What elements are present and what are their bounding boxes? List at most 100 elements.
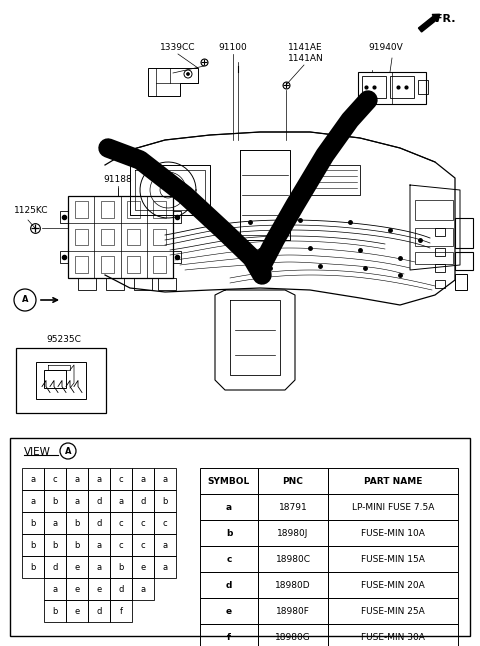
Text: b: b [226,528,232,537]
Text: d: d [226,581,232,590]
Bar [66,578,88,600]
Text: c: c [141,541,145,550]
Bar [173,251,181,263]
Bar [328,624,458,646]
Bar [258,598,328,624]
Bar [44,534,66,556]
Bar [44,490,66,512]
Text: a: a [74,475,80,483]
Bar [110,600,132,622]
Text: SYMBOL: SYMBOL [208,477,250,486]
Bar [455,252,473,270]
Text: a: a [52,585,58,594]
Text: a: a [30,497,36,506]
Bar [22,534,44,556]
Bar [435,248,445,256]
Text: 18980D: 18980D [275,581,311,590]
Text: b: b [30,563,36,572]
Bar [200,624,258,646]
Bar [258,520,328,546]
Bar [154,490,176,512]
FancyArrow shape [419,14,440,32]
Text: 18980G: 18980G [275,632,311,641]
Text: 1141AE: 1141AE [288,43,323,52]
Bar [154,556,176,578]
Bar [78,278,96,290]
Bar [455,274,467,290]
Text: b: b [162,497,168,506]
Bar [158,278,176,290]
Bar [44,556,66,578]
Text: a: a [96,541,102,550]
Text: FUSE-MIN 10A: FUSE-MIN 10A [361,528,425,537]
Bar [200,546,258,572]
Text: a: a [119,497,123,506]
Text: 1339CC: 1339CC [160,43,196,52]
Bar [44,512,66,534]
Bar [66,490,88,512]
Bar [88,468,110,490]
Bar [310,165,360,195]
Bar [328,494,458,520]
Text: b: b [30,519,36,528]
Bar [154,468,176,490]
Text: PNC: PNC [283,477,303,486]
Bar [36,362,86,399]
Bar [435,264,445,272]
Bar [74,256,88,273]
Bar [68,196,173,278]
Bar [153,202,167,218]
Bar [154,534,176,556]
Bar [60,211,68,223]
Text: f: f [120,607,122,616]
Text: 18980J: 18980J [277,528,309,537]
Text: 1125KC: 1125KC [14,206,48,215]
Text: PART NAME: PART NAME [364,477,422,486]
Bar [132,578,154,600]
Bar [22,490,44,512]
Text: b: b [30,541,36,550]
Text: f: f [227,632,231,641]
Bar [153,229,167,245]
Text: VIEW: VIEW [24,447,51,457]
Text: b: b [74,519,80,528]
Text: d: d [96,607,102,616]
Text: e: e [226,607,232,616]
Bar [88,534,110,556]
Text: A: A [65,446,71,455]
Bar [358,72,426,104]
Text: a: a [52,519,58,528]
Text: A: A [22,295,28,304]
Bar [362,76,386,98]
Text: 91940V: 91940V [368,43,403,52]
Bar [74,202,88,218]
Text: e: e [74,563,80,572]
Bar [328,572,458,598]
Bar [110,556,132,578]
Text: 18791: 18791 [278,503,307,512]
Bar [88,556,110,578]
Bar [258,468,328,494]
Text: 91188: 91188 [104,175,132,184]
Bar [328,520,458,546]
Bar [127,256,140,273]
Bar [101,229,114,245]
Bar [22,468,44,490]
Bar [200,494,258,520]
Text: c: c [119,475,123,483]
Text: b: b [74,541,80,550]
Bar [132,556,154,578]
Text: a: a [162,563,168,572]
Bar [66,556,88,578]
Bar [455,218,473,248]
Bar [66,600,88,622]
Bar [110,512,132,534]
Bar [415,200,453,220]
Bar [127,202,140,218]
Bar [258,494,328,520]
Bar [88,512,110,534]
Text: c: c [141,519,145,528]
Bar [328,598,458,624]
Text: a: a [141,475,145,483]
Bar [44,370,66,388]
